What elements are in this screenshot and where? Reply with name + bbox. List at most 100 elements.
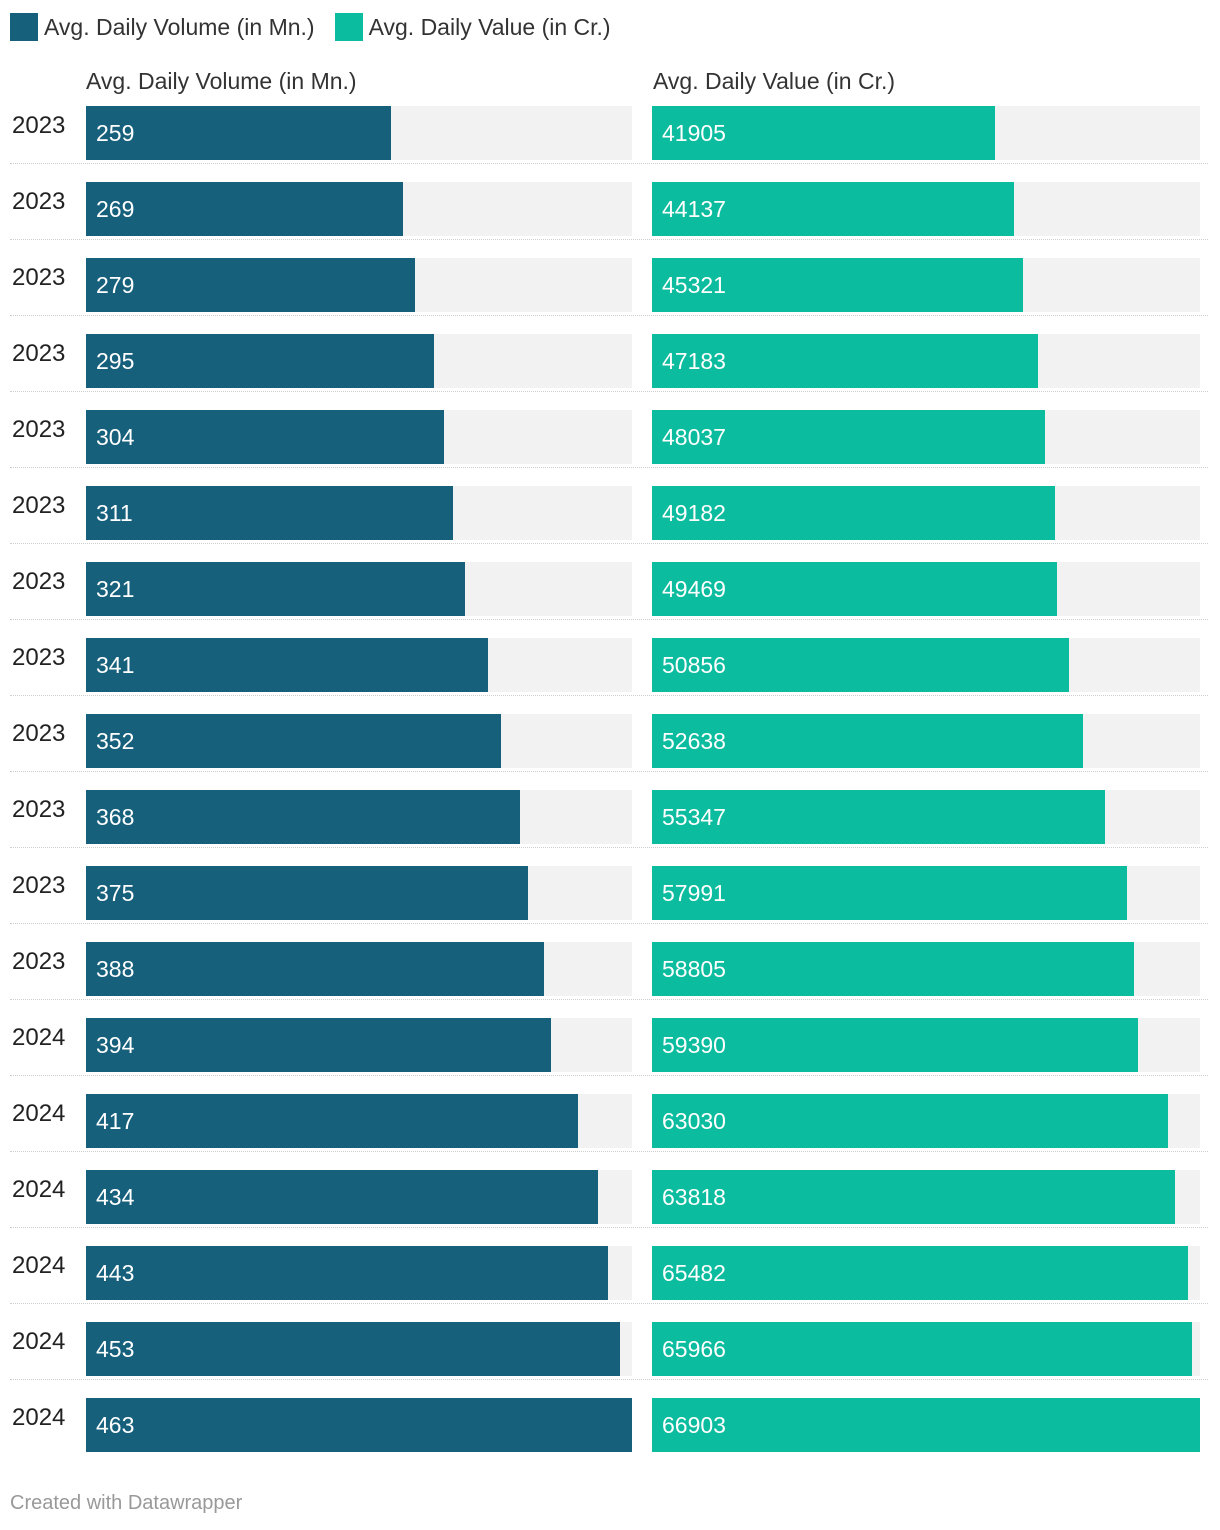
row-label: 2023	[12, 720, 66, 747]
bar-track: 49182	[652, 486, 1200, 540]
bar-value-label: 65482	[662, 1260, 726, 1286]
row-label: 2023	[12, 340, 66, 367]
bar-value-label: 59390	[662, 1032, 726, 1058]
bar-value-label: 321	[96, 576, 135, 602]
bar-track: 463	[86, 1398, 632, 1452]
bar-value-label: 63030	[662, 1108, 726, 1134]
row-label: 2023	[12, 644, 66, 671]
bar-track: 321	[86, 562, 632, 616]
bar-value-label: 341	[96, 652, 135, 678]
bar-track: 63030	[652, 1094, 1200, 1148]
chart-row: 2023 269 44137	[10, 164, 1208, 240]
legend-swatch-value	[334, 13, 363, 41]
row-label: 2023	[12, 416, 66, 443]
bar-track: 304	[86, 410, 632, 464]
chart-row: 2024 443 65482	[10, 1228, 1208, 1304]
chart-row: 2023 259 41905	[10, 88, 1208, 164]
volume-bar: 463	[86, 1398, 632, 1452]
volume-bar: 375	[86, 866, 529, 920]
row-label: 2024	[12, 1404, 66, 1431]
chart-row: 2023 375 57991	[10, 848, 1208, 924]
bar-value-label: 463	[96, 1412, 135, 1438]
row-separator	[10, 239, 1208, 240]
datawrapper-credit: Created with Datawrapper	[10, 1492, 243, 1514]
value-bar: 66903	[652, 1398, 1200, 1452]
chart-row: 2023 311 49182	[10, 468, 1208, 544]
row-separator	[10, 467, 1208, 468]
bar-track: 295	[86, 334, 632, 388]
row-label: 2023	[12, 112, 66, 139]
volume-bar: 388	[86, 942, 544, 996]
bar-track: 49469	[652, 562, 1200, 616]
volume-bar: 443	[86, 1246, 609, 1300]
row-separator	[10, 1075, 1208, 1076]
bar-value-label: 47183	[662, 348, 726, 374]
bar-value-label: 58805	[662, 956, 726, 982]
bar-track: 368	[86, 790, 632, 844]
bar-value-label: 52638	[662, 728, 726, 754]
volume-bar: 259	[86, 106, 392, 160]
chart-row: 2024 453 65966	[10, 1304, 1208, 1380]
row-separator	[10, 847, 1208, 848]
bar-track: 58805	[652, 942, 1200, 996]
bar-value-label: 269	[96, 196, 135, 222]
bar-track: 48037	[652, 410, 1200, 464]
chart-row: 2023 368 55347	[10, 772, 1208, 848]
row-separator	[10, 1227, 1208, 1228]
bar-value-label: 279	[96, 272, 135, 298]
chart-row: 2024 434 63818	[10, 1152, 1208, 1228]
bar-track: 65482	[652, 1246, 1200, 1300]
volume-bar: 321	[86, 562, 465, 616]
bar-value-label: 49469	[662, 576, 726, 602]
bar-value-label: 57991	[662, 880, 726, 906]
chart-row: 2023 304 48037	[10, 392, 1208, 468]
value-bar: 55347	[652, 790, 1106, 844]
value-bar: 49182	[652, 486, 1055, 540]
legend-label-value: Avg. Daily Value (in Cr.)	[368, 13, 611, 40]
chart-legend: Avg. Daily Volume (in Mn.) Avg. Daily Va…	[10, 12, 631, 42]
value-bar: 63818	[652, 1170, 1175, 1224]
bar-value-label: 50856	[662, 652, 726, 678]
legend-item-volume: Avg. Daily Volume (in Mn.)	[10, 13, 315, 41]
bar-track: 66903	[652, 1398, 1200, 1452]
volume-bar: 311	[86, 486, 453, 540]
bar-value-label: 417	[96, 1108, 135, 1134]
row-label: 2024	[12, 1176, 66, 1203]
row-separator	[10, 1151, 1208, 1152]
legend-swatch-volume	[10, 13, 38, 41]
row-separator	[10, 1379, 1208, 1380]
bar-value-label: 66903	[662, 1412, 726, 1438]
chart-row: 2024 394 59390	[10, 1000, 1208, 1076]
volume-bar: 434	[86, 1170, 598, 1224]
bar-track: 311	[86, 486, 632, 540]
bar-value-label: 394	[96, 1032, 135, 1058]
bar-value-label: 434	[96, 1184, 135, 1210]
row-label: 2024	[12, 1100, 66, 1127]
row-label: 2024	[12, 1024, 66, 1051]
row-label: 2023	[12, 492, 66, 519]
bar-value-label: 311	[96, 500, 133, 526]
value-bar: 52638	[652, 714, 1084, 768]
value-bar: 49469	[652, 562, 1058, 616]
volume-bar: 269	[86, 182, 404, 236]
value-bar: 57991	[652, 866, 1127, 920]
bar-track: 57991	[652, 866, 1200, 920]
value-bar: 58805	[652, 942, 1134, 996]
chart-row: 2023 295 47183	[10, 316, 1208, 392]
bar-value-label: 259	[96, 120, 135, 146]
bar-value-label: 41905	[662, 120, 726, 146]
row-label: 2023	[12, 872, 66, 899]
volume-bar: 279	[86, 258, 415, 312]
chart-row: 2023 279 45321	[10, 240, 1208, 316]
bar-value-label: 443	[96, 1260, 135, 1286]
bar-track: 434	[86, 1170, 632, 1224]
bar-track: 443	[86, 1246, 632, 1300]
volume-bar: 304	[86, 410, 445, 464]
bar-track: 41905	[652, 106, 1200, 160]
bar-track: 50856	[652, 638, 1200, 692]
volume-bar: 394	[86, 1018, 551, 1072]
value-bar: 44137	[652, 182, 1014, 236]
bar-track: 59390	[652, 1018, 1200, 1072]
volume-bar: 352	[86, 714, 502, 768]
bar-track: 55347	[652, 790, 1200, 844]
